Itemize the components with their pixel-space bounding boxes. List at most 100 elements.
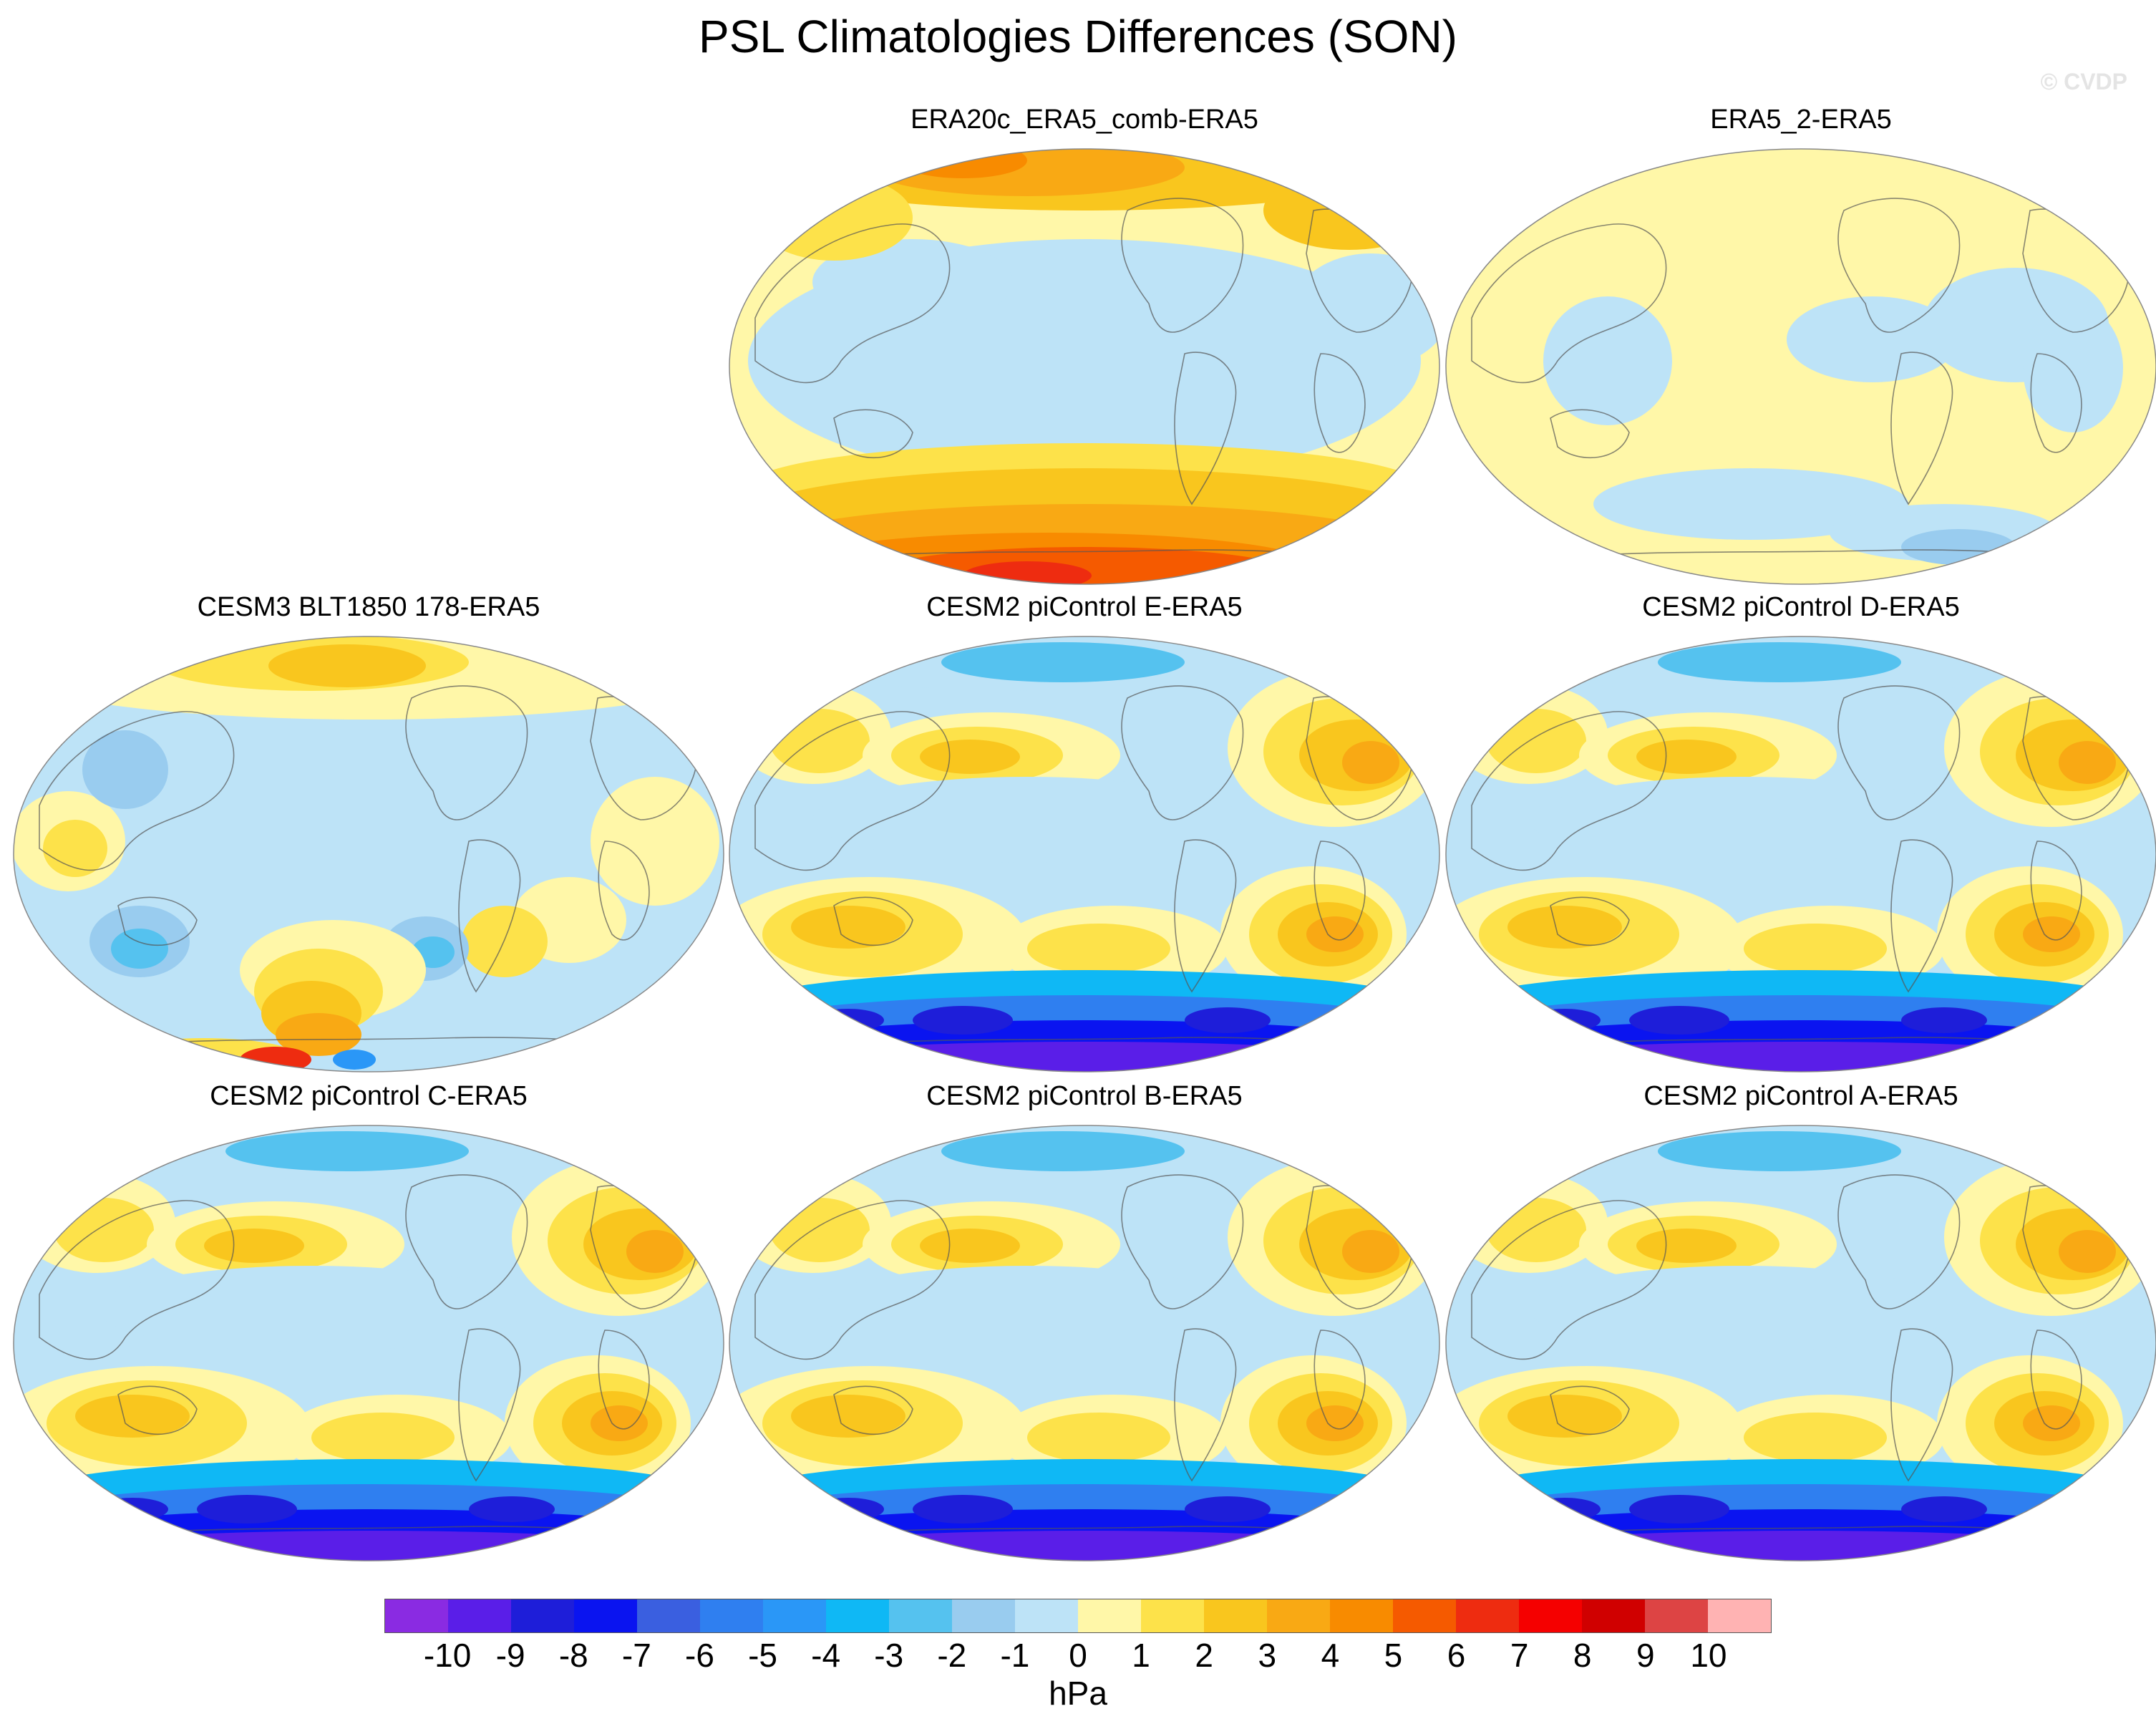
coastline — [1121, 685, 1244, 820]
panel-map — [1445, 148, 2156, 585]
field-contour — [25, 1531, 712, 1561]
colorbar-swatch — [1393, 1599, 1456, 1632]
map-panel: CESM2 piControl B-ERA5 — [727, 1081, 1442, 1568]
coastline — [2030, 353, 2082, 453]
coastline — [1313, 353, 1366, 453]
field-contour — [791, 1395, 905, 1438]
colorbar-swatch — [1645, 1599, 1708, 1632]
field-contour — [1744, 924, 1887, 974]
field-contour — [626, 1230, 684, 1273]
panel-map — [1445, 1125, 2156, 1561]
panel-map — [13, 636, 724, 1072]
colorbar-tick-label: 0 — [1069, 1637, 1087, 1674]
panel-title: CESM2 piControl D-ERA5 — [1642, 592, 1960, 622]
colorbar-tick-label: -4 — [811, 1637, 841, 1674]
field-contour — [920, 740, 1020, 774]
field-contour — [1507, 906, 1622, 949]
field-contour — [1342, 1230, 1399, 1273]
coastline — [1837, 685, 1961, 820]
field-contour — [1185, 1007, 1271, 1033]
field-contour — [913, 1006, 1013, 1035]
field-contour — [2059, 1230, 2116, 1273]
field-contour — [1901, 1007, 1987, 1033]
colorbar-tick-label: 2 — [1195, 1637, 1213, 1674]
field-contour — [97, 1498, 168, 1521]
field-contour — [1787, 296, 1958, 382]
map-panel: CESM3 BLT1850 178-ERA5 — [11, 592, 727, 1079]
panel-map — [13, 1125, 724, 1561]
field-contour — [276, 1013, 361, 1056]
field-contour — [1185, 1496, 1271, 1522]
field-contour — [1027, 1413, 1170, 1463]
colorbar-tick-label: 3 — [1258, 1637, 1277, 1674]
field-contour — [755, 175, 913, 261]
colorbar-tick-label: 6 — [1447, 1637, 1466, 1674]
coastline — [1174, 1328, 1237, 1482]
field-contour — [82, 730, 168, 809]
field-contour — [1529, 1498, 1601, 1521]
field-contour — [2023, 1405, 2080, 1441]
field-contour — [1306, 916, 1364, 952]
colorbar-swatch — [1708, 1599, 1771, 1632]
field-contour — [591, 1405, 648, 1441]
field-contour — [913, 1495, 1013, 1524]
coastline — [458, 1328, 521, 1482]
field-contour — [1342, 741, 1399, 784]
colorbar-swatch — [385, 1599, 448, 1632]
panel-title: CESM3 BLT1850 178-ERA5 — [197, 592, 540, 622]
coastline — [1471, 1200, 1667, 1360]
field-contour — [1529, 1266, 1958, 1352]
coastline — [754, 223, 951, 384]
coastline — [833, 409, 913, 459]
colorbar-tick-label: -5 — [748, 1637, 777, 1674]
colorbar — [384, 1599, 1772, 1633]
colorbar-swatch — [1204, 1599, 1267, 1632]
panel-map — [729, 636, 1440, 1072]
field-contour — [225, 1131, 469, 1171]
colorbar-swatch — [574, 1599, 637, 1632]
colorbar-swatch — [1015, 1599, 1078, 1632]
field-contour — [1529, 777, 1958, 863]
colorbar-swatch — [1456, 1599, 1519, 1632]
colorbar-tick-label: -3 — [874, 1637, 904, 1674]
coastline — [2030, 841, 2082, 941]
coastline — [1121, 1174, 1244, 1309]
map-border — [1445, 636, 2156, 1072]
coastline — [405, 1174, 528, 1309]
coastline — [2030, 1330, 2082, 1430]
field-contour — [2023, 916, 2080, 952]
field-contour — [2023, 304, 2123, 432]
coastline — [1837, 1174, 1961, 1309]
field-contour — [311, 1413, 455, 1463]
field-contour — [1629, 1006, 1729, 1035]
field-contour — [1292, 253, 1439, 368]
coastline — [598, 841, 650, 941]
colorbar-swatch — [637, 1599, 700, 1632]
coastline — [1890, 1328, 1953, 1482]
map-border — [13, 1125, 724, 1561]
colorbar-swatch — [511, 1599, 574, 1632]
coastline — [1313, 1330, 1366, 1430]
coastline — [1837, 198, 1961, 333]
field-contour — [204, 1229, 304, 1263]
coastline — [1471, 711, 1667, 871]
coastline — [1550, 1385, 1630, 1435]
colorbar-swatch — [1078, 1599, 1141, 1632]
field-contour — [1901, 1496, 1987, 1522]
field-contour — [97, 1266, 526, 1352]
map-panel: ERA20c_ERA5_comb-ERA5 — [727, 105, 1442, 591]
colorbar-swatch — [1267, 1599, 1330, 1632]
field-contour — [941, 1131, 1185, 1171]
coastline — [1471, 223, 1667, 384]
panel-map — [1445, 636, 2156, 1072]
map-border — [729, 1125, 1440, 1561]
field-contour — [812, 777, 1242, 863]
colorbar-tick-label: -8 — [558, 1637, 588, 1674]
panel-map — [729, 148, 1440, 585]
map-panel: CESM2 piControl A-ERA5 — [1443, 1081, 2156, 1568]
field-contour — [1457, 1531, 2145, 1561]
coastline — [117, 896, 198, 946]
colorbar-swatch — [1141, 1599, 1204, 1632]
field-contour — [1263, 171, 1435, 250]
map-panel: CESM2 piControl E-ERA5 — [727, 592, 1442, 1079]
